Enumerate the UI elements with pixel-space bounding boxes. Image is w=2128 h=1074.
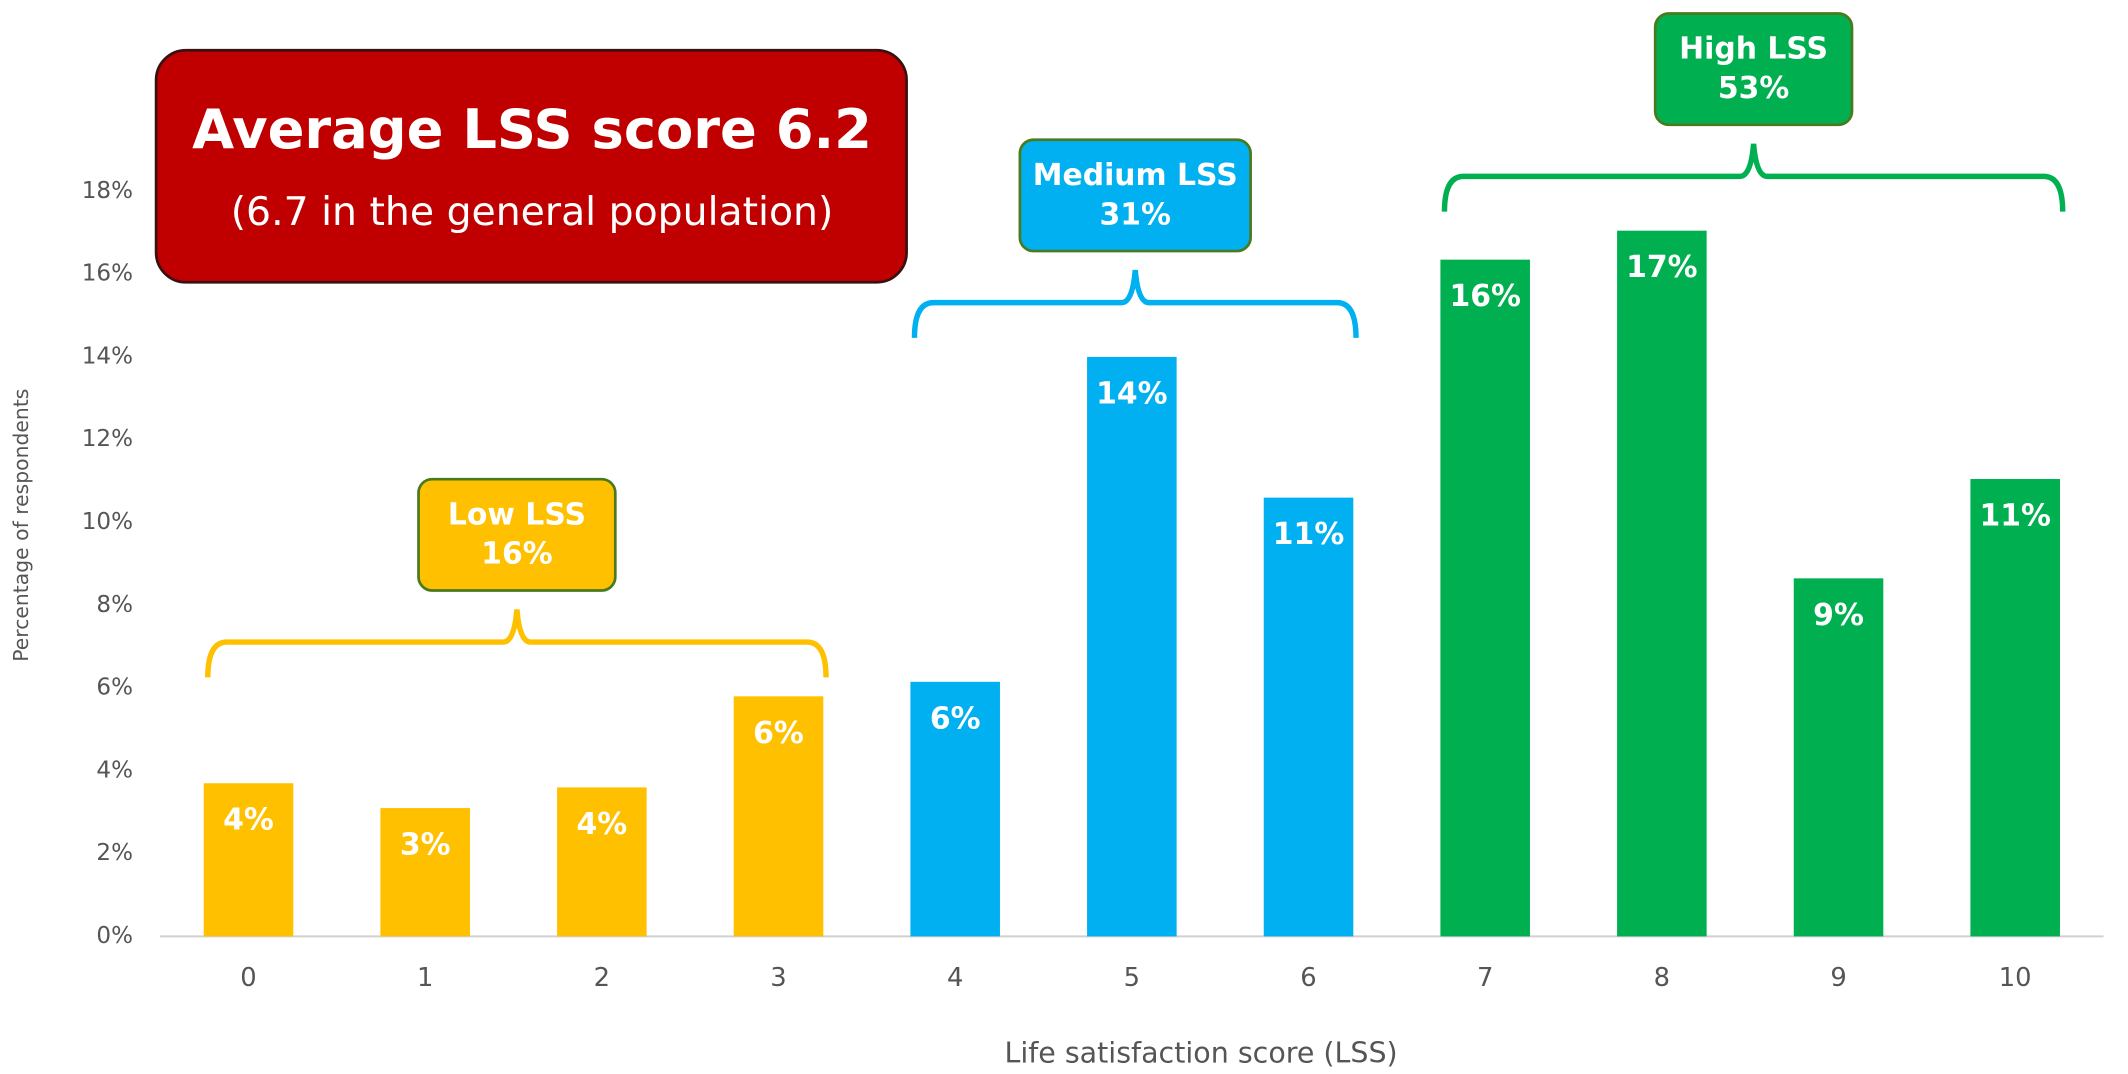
x-tick-label: 5	[1124, 963, 1140, 993]
group-share: 53%	[1718, 71, 1789, 106]
bar	[1793, 578, 1884, 937]
x-tick-label: 1	[417, 963, 433, 993]
bar	[1087, 356, 1177, 937]
x-tick-label: 3	[770, 963, 786, 993]
y-tick-label: 12%	[82, 426, 133, 452]
group-share: 31%	[1100, 197, 1171, 232]
value-label: 16%	[1449, 279, 1520, 314]
y-tick-label: 2%	[96, 840, 133, 866]
bar	[1617, 230, 1707, 937]
x-tick-label: 2	[594, 963, 610, 993]
value-label: 9%	[1813, 598, 1864, 633]
group-box	[1018, 138, 1252, 253]
y-tick-label: 16%	[82, 261, 133, 287]
bar	[910, 681, 1000, 937]
bar	[380, 808, 470, 937]
value-label: 11%	[1979, 499, 2050, 534]
value-label: 6%	[753, 716, 804, 751]
callout-subtitle: (6.7 in the general population)	[231, 189, 834, 235]
bar	[1440, 259, 1530, 937]
y-tick-label: 8%	[96, 592, 133, 618]
y-tick-label: 6%	[96, 675, 133, 701]
group-box	[1653, 12, 1854, 127]
bar	[733, 696, 824, 937]
value-label: 4%	[577, 807, 628, 842]
bar	[557, 787, 647, 937]
x-tick-label: 7	[1477, 963, 1493, 993]
y-tick-label: 18%	[82, 178, 133, 204]
value-label: 4%	[223, 803, 274, 838]
x-axis-title: Life satisfaction score (LSS)	[1004, 1036, 1397, 1069]
y-tick-label: 0%	[96, 923, 133, 949]
callout-title: Average LSS score 6.2	[192, 98, 872, 161]
y-tick-label: 4%	[96, 757, 133, 783]
y-tick-label: 10%	[82, 509, 133, 535]
group-label: Low LSS	[448, 497, 586, 532]
value-label: 11%	[1273, 517, 1344, 552]
group-label: Medium LSS	[1033, 158, 1238, 193]
callout-box	[154, 48, 908, 284]
bar	[1263, 497, 1354, 937]
group-share: 16%	[481, 537, 552, 572]
group-box	[417, 477, 617, 592]
value-label: 17%	[1626, 250, 1697, 285]
x-tick-label: 4	[947, 963, 963, 993]
group-bracket	[911, 269, 1359, 338]
y-tick-label: 14%	[82, 343, 133, 369]
x-tick-label: 0	[240, 963, 256, 993]
bar	[203, 783, 294, 937]
value-label: 14%	[1096, 376, 1167, 411]
bar	[1970, 479, 2060, 937]
x-tick-label: 9	[1830, 963, 1846, 993]
x-tick-label: 8	[1654, 963, 1670, 993]
x-tick-label: 10	[1999, 963, 2032, 993]
x-tick-label: 6	[1300, 963, 1316, 993]
y-axis-title: Percentage of respondents	[9, 389, 33, 662]
group-bracket	[205, 609, 829, 678]
group-bracket	[1441, 143, 2066, 212]
value-label: 6%	[930, 701, 981, 736]
value-label: 3%	[400, 828, 451, 863]
group-label: High LSS	[1679, 32, 1828, 67]
